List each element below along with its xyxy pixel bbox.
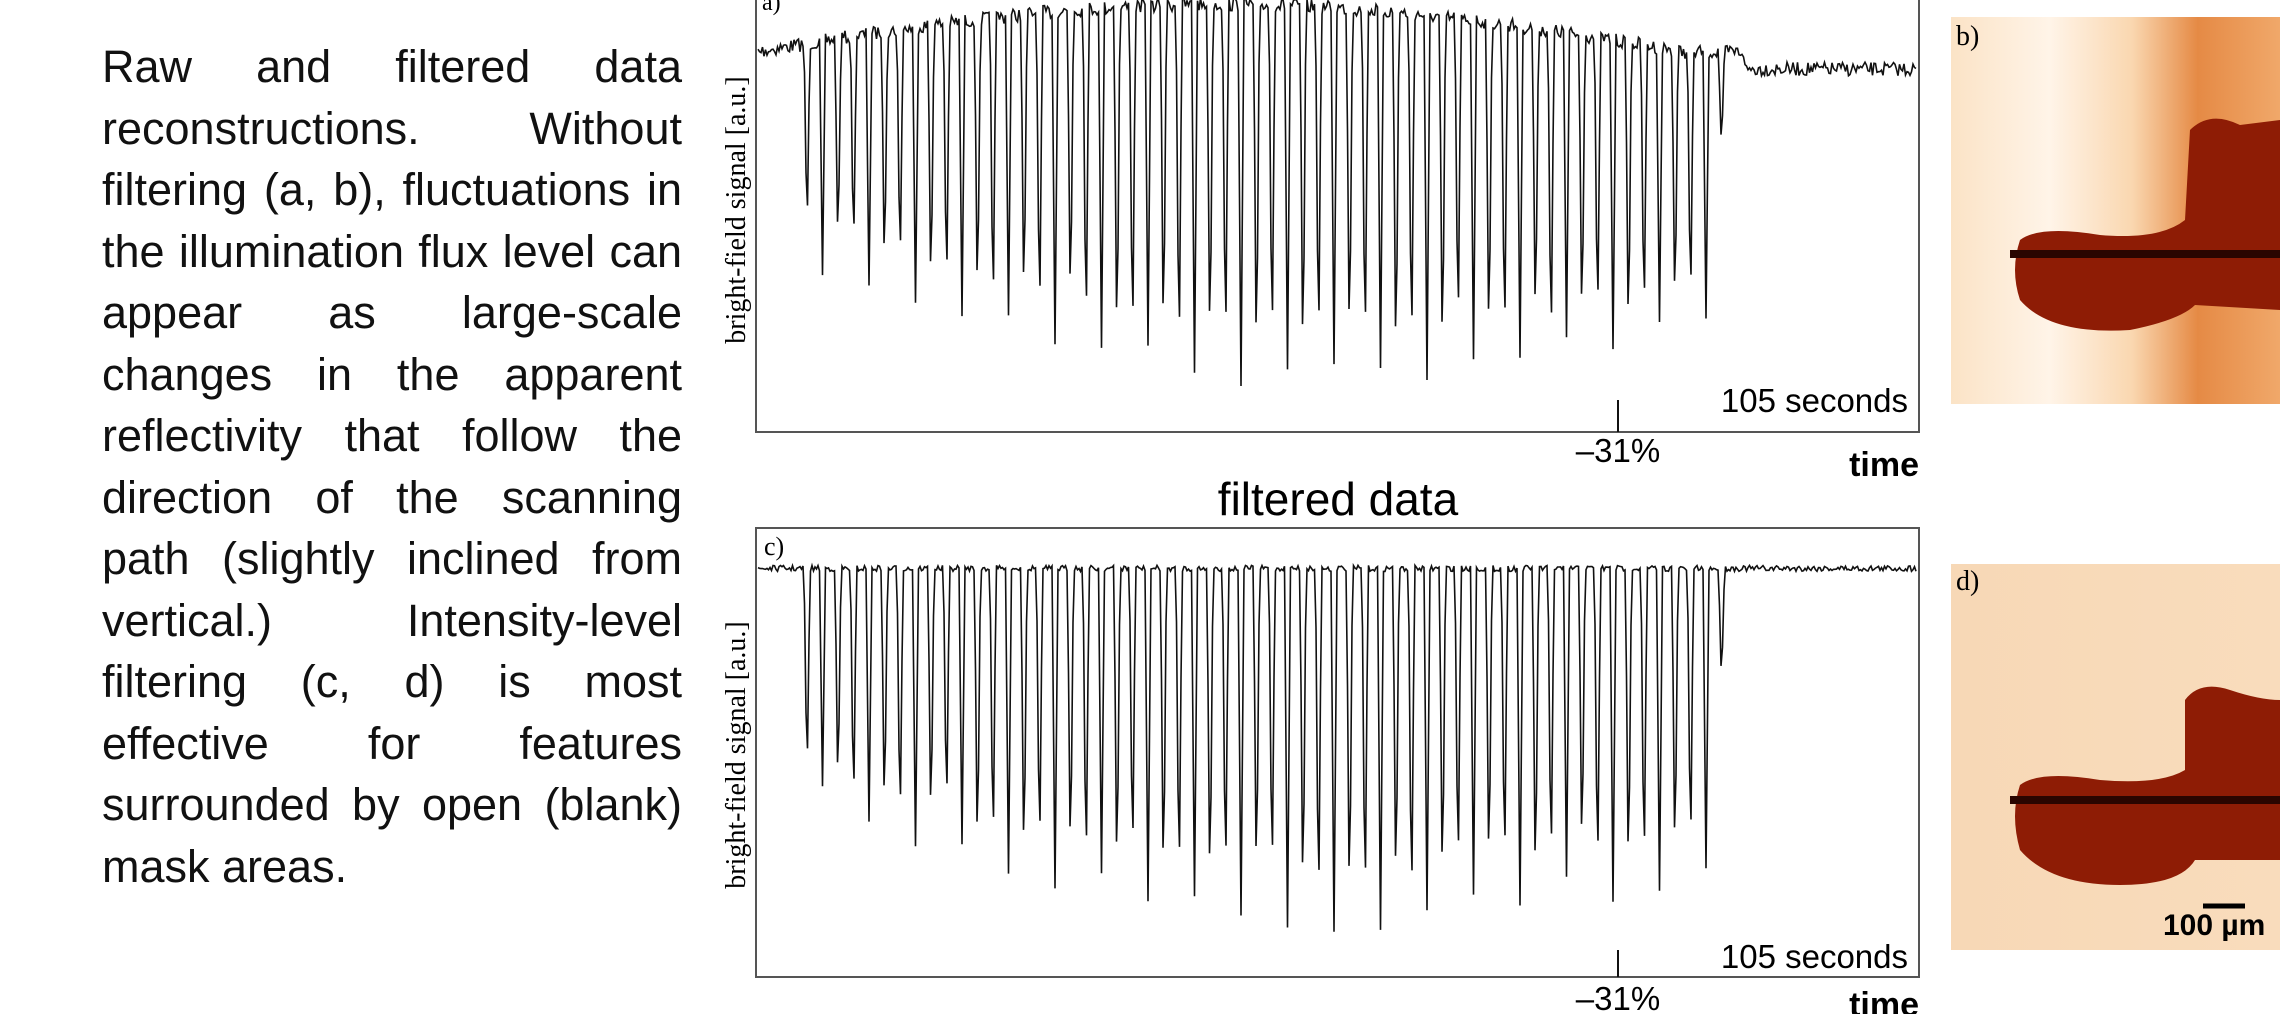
y-axis-label: bright-field signal [a.u.] [721, 76, 752, 343]
plot-frame [755, 0, 1920, 433]
marker-label: –31% [1576, 980, 1660, 1014]
y-axis-label: bright-field signal [a.u.] [721, 621, 752, 888]
image-b: b) [1951, 17, 2280, 404]
image-d: d) 100 µm [1951, 564, 2280, 950]
image-feature [2015, 686, 2280, 885]
x-axis-label: time [1849, 986, 1919, 1014]
caption: Raw and filtered data reconstructions. W… [102, 41, 682, 892]
image-stripe [2010, 250, 2280, 258]
panel-label: a) [762, 0, 781, 16]
duration-label: 105 seconds [1721, 938, 1908, 975]
x-axis-label: time [1849, 446, 1919, 484]
panel-label: d) [1956, 566, 1979, 597]
panel-label: b) [1956, 21, 1979, 52]
panel-a: a) bright-field signal [a.u.] 105 second… [721, 0, 1920, 484]
section-title: filtered data [1218, 473, 1459, 525]
image-feature [2015, 118, 2280, 331]
marker-label: –31% [1576, 432, 1660, 469]
panel-c: c) bright-field signal [a.u.] 105 second… [721, 527, 1920, 1014]
signal-trace [757, 562, 1917, 932]
scale-bar-label: 100 µm [2163, 909, 2265, 942]
signal-trace [757, 0, 1917, 387]
plot-frame [755, 527, 1920, 978]
duration-label: 105 seconds [1721, 382, 1908, 419]
panel-label: c) [764, 532, 784, 561]
image-stripe [2010, 796, 2280, 804]
